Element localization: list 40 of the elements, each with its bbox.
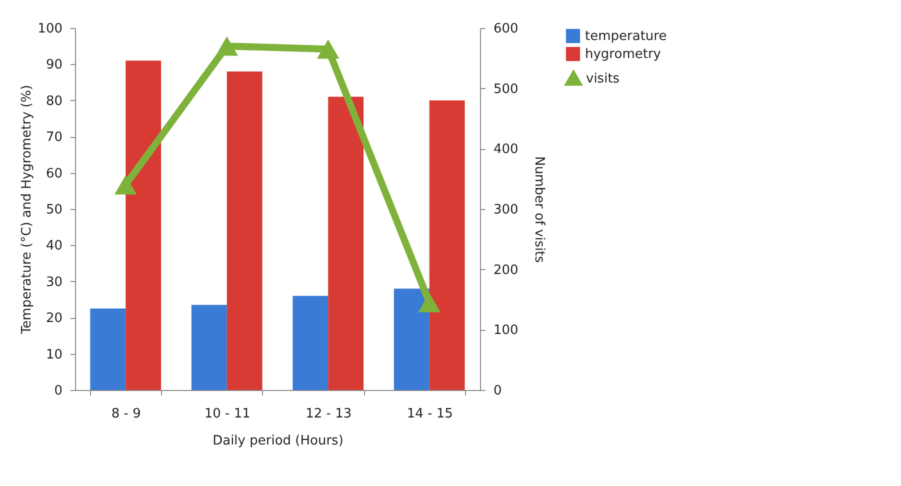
y2-tick-label: 200 bbox=[494, 262, 518, 278]
y2-tick-label: 300 bbox=[494, 202, 518, 218]
y-tick-label: 60 bbox=[46, 166, 62, 182]
y-tick-label: 20 bbox=[46, 311, 62, 326]
y2-tick-label: 100 bbox=[494, 323, 518, 338]
bar bbox=[429, 100, 465, 390]
legend-label: visits bbox=[586, 72, 620, 86]
point bbox=[114, 175, 137, 195]
x-tick-label: 12 - 13 bbox=[306, 406, 352, 422]
y2-tick-label: 0 bbox=[494, 384, 502, 398]
bar bbox=[292, 296, 328, 390]
point bbox=[418, 292, 441, 312]
x-tick-label: 14 - 15 bbox=[406, 406, 453, 422]
y-tick-label: 50 bbox=[46, 202, 62, 218]
legend-label: hygrometry bbox=[585, 47, 662, 62]
y2-tick-label: 400 bbox=[494, 142, 518, 158]
x-axis-title: Daily period (Hours) bbox=[212, 434, 344, 448]
y-tick-label: 0 bbox=[54, 384, 62, 398]
x-tick-label: 8 - 9 bbox=[111, 406, 141, 422]
point bbox=[216, 36, 238, 56]
y2-tick-label: 600 bbox=[494, 22, 518, 36]
y-axis-title: Temperature (°C) and Hygrometry (%) bbox=[20, 84, 35, 336]
x-tick-label: 10 - 11 bbox=[204, 406, 250, 422]
bar bbox=[191, 304, 227, 390]
bar bbox=[328, 96, 364, 390]
point bbox=[316, 39, 340, 59]
y-tick-label: 90 bbox=[46, 58, 62, 73]
bar bbox=[90, 308, 126, 390]
y-tick-label: 70 bbox=[46, 130, 62, 146]
y-tick-label: 100 bbox=[38, 22, 62, 36]
y-tick-label: 40 bbox=[46, 238, 62, 254]
bar bbox=[226, 71, 262, 390]
y2-tick-label: 500 bbox=[494, 82, 518, 97]
bar bbox=[126, 60, 162, 390]
y-tick-label: 10 bbox=[46, 347, 62, 362]
y-tick-label: 30 bbox=[46, 274, 62, 290]
legend-label: temperature bbox=[585, 29, 667, 44]
y2-axis-title: Number of visits bbox=[531, 156, 546, 264]
y-tick-label: 80 bbox=[46, 94, 62, 109]
bar bbox=[394, 288, 430, 390]
